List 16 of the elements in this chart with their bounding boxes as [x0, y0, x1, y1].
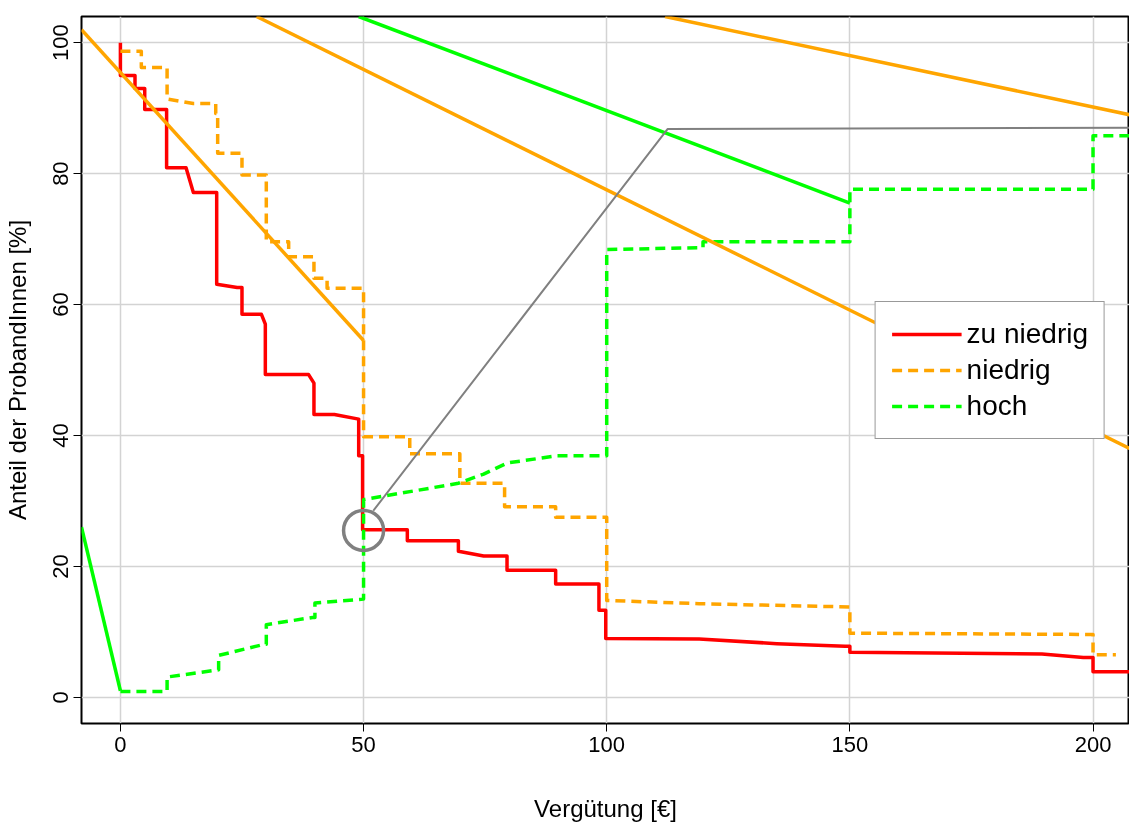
x-tick-label: 0 — [114, 731, 127, 757]
x-tick-label: 150 — [831, 731, 869, 757]
x-tick-label: 100 — [588, 731, 626, 757]
x-axis-title: Vergütung [€] — [534, 794, 677, 822]
y-tick-label: 20 — [48, 554, 74, 579]
legend-label: hoch — [966, 389, 1028, 422]
y-tick-label: 100 — [48, 24, 74, 62]
y-tick-label: 40 — [48, 423, 74, 448]
y-tick-label: 80 — [48, 161, 74, 186]
y-tick-label: 60 — [48, 292, 74, 317]
y-axis-title: Anteil der ProbandInnen [%] — [3, 219, 31, 521]
legend-label: niedrig — [966, 353, 1051, 386]
x-tick-label: 200 — [1074, 731, 1112, 757]
legend-label: zu niedrig — [966, 317, 1088, 350]
y-tick-label: 0 — [48, 691, 74, 704]
x-tick-label: 50 — [351, 731, 376, 757]
